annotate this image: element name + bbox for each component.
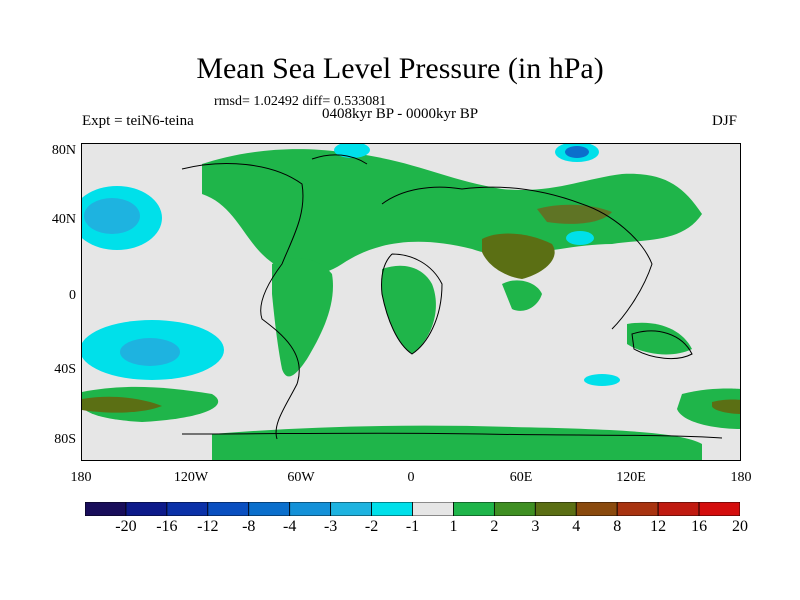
colorbar-label: 1: [449, 518, 458, 535]
x-tick-label: 120E: [616, 470, 646, 485]
colorbar-swatch: [698, 502, 740, 516]
colorbar-swatch: [166, 502, 209, 516]
period-label: 0408kyr BP - 0000kyr BP: [322, 106, 479, 122]
season-label: DJF: [712, 113, 738, 129]
colorbar-label: 3: [531, 518, 540, 535]
colorbar-swatch: [453, 502, 495, 516]
map-panel: [81, 143, 741, 461]
colorbar-label: -2: [364, 518, 379, 535]
colorbar-label: 12: [650, 518, 667, 535]
colorbar-swatch: [412, 502, 454, 516]
colorbar-label: 4: [572, 518, 581, 535]
plot-title: Mean Sea Level Pressure (in hPa): [196, 52, 604, 85]
y-tick-label: 0: [69, 288, 76, 303]
colorbar-label: -16: [156, 518, 178, 535]
x-tick-label: 180: [730, 470, 752, 485]
colorbar-swatch: [371, 502, 413, 516]
colorbar-label: 16: [691, 518, 708, 535]
colorbar-swatch: [207, 502, 250, 516]
colorbar-label: 20: [732, 518, 748, 535]
coastlines: [181, 154, 723, 440]
y-tick-label: 40N: [51, 212, 76, 227]
strong-positive-regions: [537, 204, 612, 224]
colorbar-swatch: [657, 502, 700, 516]
colorbar-label: 2: [490, 518, 499, 535]
colorbar-label: -12: [197, 518, 219, 535]
colorbar-swatch: [85, 502, 127, 516]
positive-anomaly-regions: [82, 149, 740, 460]
colorbar-swatch: [575, 502, 618, 516]
negative-anomaly-regions: [82, 144, 620, 386]
experiment-label: Expt = teiN6-teina: [82, 113, 194, 129]
colorbar-label: -1: [405, 518, 420, 535]
colorbar-swatch: [493, 502, 536, 516]
mid-positive-regions: [82, 233, 740, 414]
colorbar-swatch: [616, 502, 659, 516]
colorbar-swatch: [248, 502, 291, 516]
colorbar-label: -4: [283, 518, 297, 535]
colorbar-swatch: [289, 502, 332, 516]
x-tick-label: 60E: [509, 470, 533, 485]
colorbar-label: 8: [613, 518, 622, 535]
y-tick-label: 80S: [54, 432, 76, 447]
colorbar-swatch: [534, 502, 577, 516]
colorbar-swatch: [125, 502, 168, 516]
map-svg: [82, 144, 740, 460]
colorbar-label: -3: [323, 518, 338, 535]
colorbar-swatch: [330, 502, 372, 516]
colorbar-label: -20: [115, 518, 137, 535]
y-tick-label: 40S: [54, 362, 76, 377]
colorbar-label: -8: [242, 518, 256, 535]
y-tick-label: 80N: [51, 143, 76, 158]
x-tick-label: 0: [407, 470, 415, 485]
x-tick-label: 120W: [173, 470, 209, 485]
statistics-label: rmsd= 1.02492 diff= 0.533081: [214, 94, 387, 109]
x-tick-label: 180: [70, 470, 92, 485]
x-tick-label: 60W: [287, 470, 315, 485]
colorbar: [85, 502, 740, 516]
